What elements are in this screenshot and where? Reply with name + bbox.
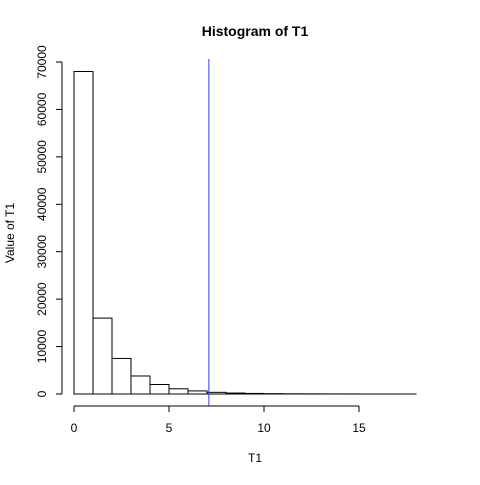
histogram-bar-6: [188, 391, 207, 394]
y-tick-label-5: 50000: [35, 140, 49, 174]
y-tick-label-4: 40000: [35, 187, 49, 221]
chart-title: Histogram of T1: [202, 23, 309, 39]
x-tick-label-0: 0: [71, 421, 78, 435]
x-tick-label-2: 10: [257, 421, 271, 435]
y-tick-label-0: 0: [35, 390, 49, 397]
x-tick-label-3: 15: [352, 421, 366, 435]
histogram-bar-9: [245, 393, 264, 394]
x-axis: 0 5 10 15: [71, 406, 366, 435]
y-tick-label-1: 10000: [35, 330, 49, 364]
x-tick-label-1: 5: [166, 421, 173, 435]
bars-layer: [74, 71, 416, 394]
histogram-bar-3: [131, 376, 150, 394]
histogram-bar-8: [226, 393, 245, 394]
y-tick-label-6: 60000: [35, 92, 49, 126]
histogram-bar-4: [150, 385, 169, 394]
histogram-bar-1: [93, 318, 112, 394]
histogram-bar-0: [74, 71, 93, 394]
histogram-bar-5: [169, 389, 188, 394]
histogram-bar-7: [207, 392, 226, 394]
y-axis: 0 10000 20000 30000 40000 50000 60000 70000: [35, 45, 62, 397]
y-tick-label-2: 20000: [35, 282, 49, 316]
histogram-bar-2: [112, 358, 131, 394]
y-axis-label: Value of T1: [3, 203, 17, 264]
y-tick-label-7: 70000: [35, 45, 49, 79]
y-tick-label-3: 30000: [35, 235, 49, 269]
x-axis-label: T1: [248, 451, 262, 465]
